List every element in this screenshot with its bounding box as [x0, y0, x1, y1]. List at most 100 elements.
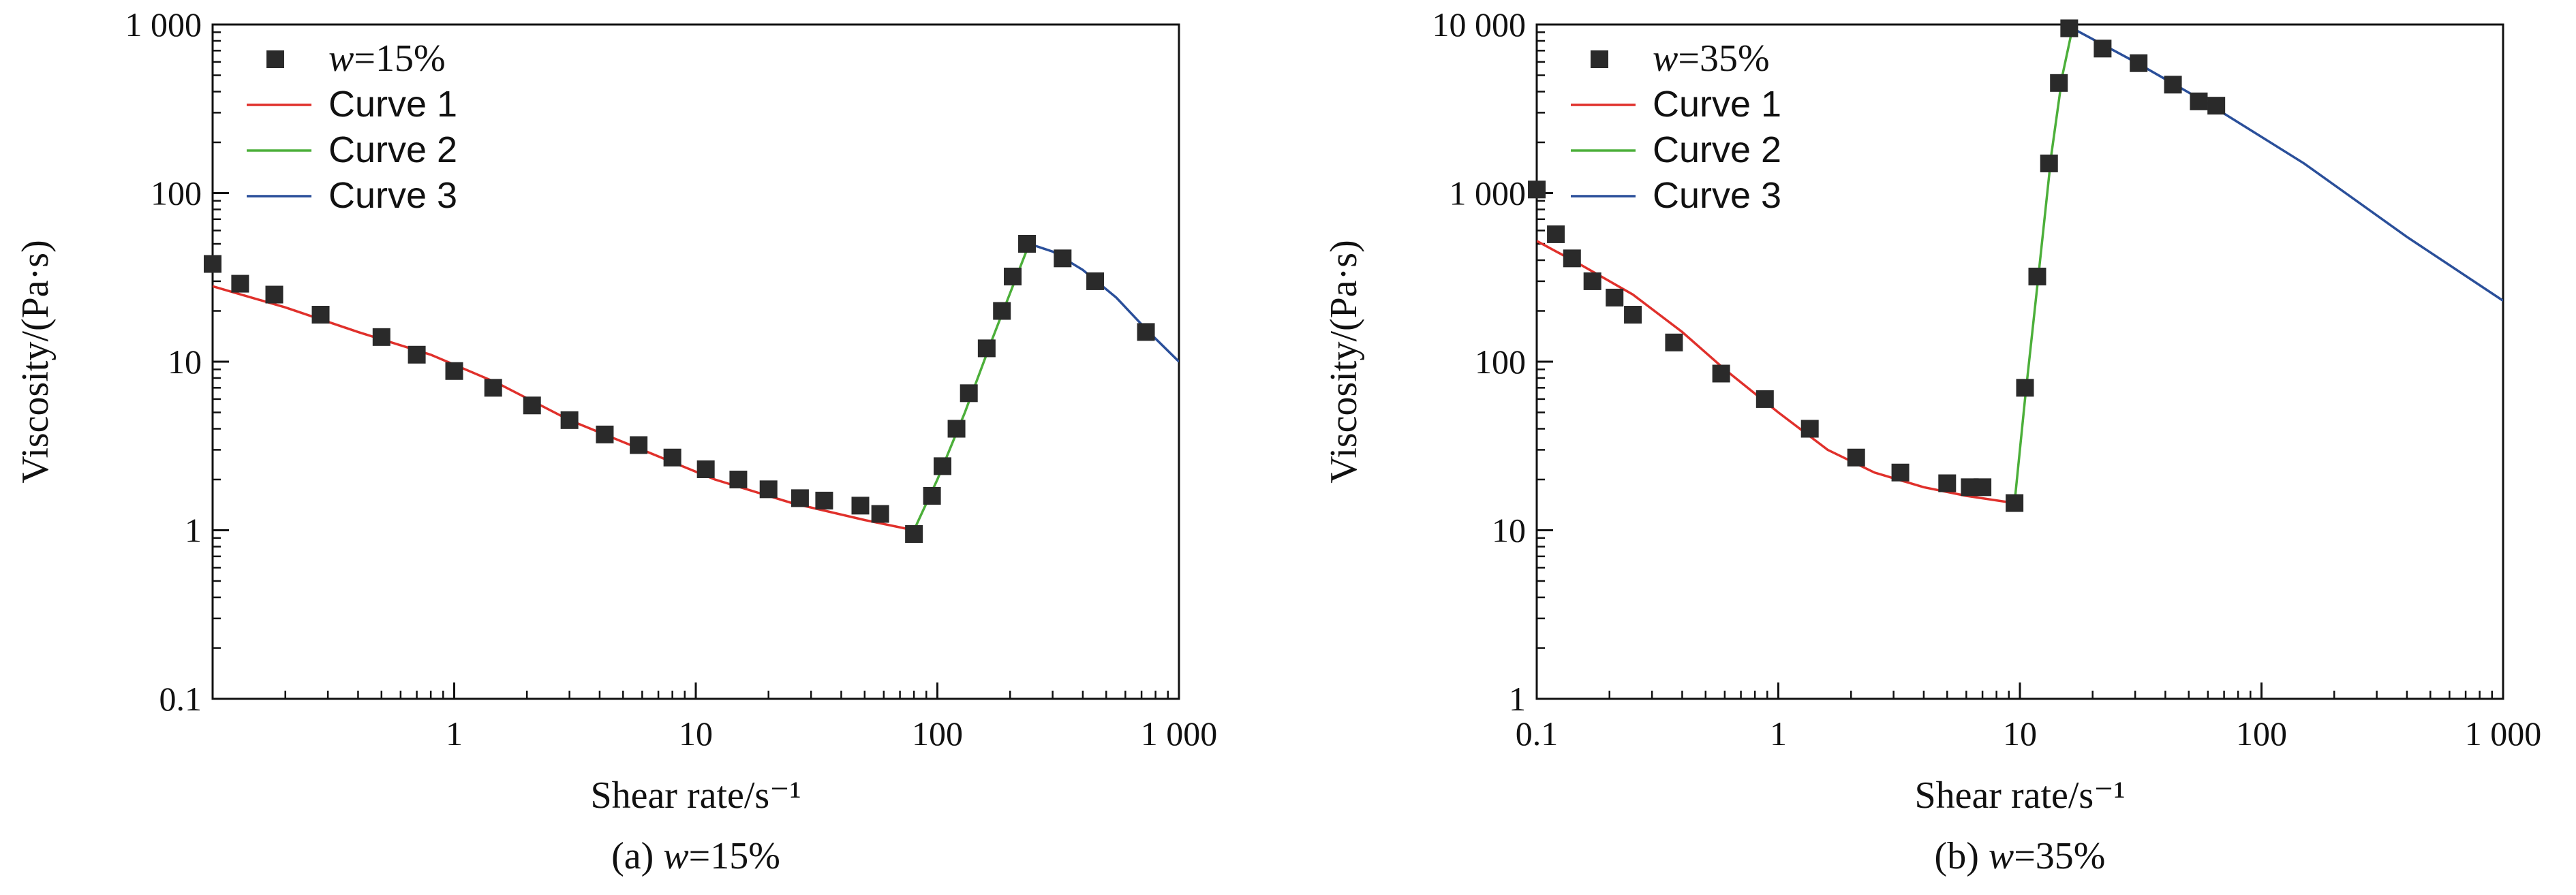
legend-var: w: [1653, 37, 1678, 80]
minor-ticks: [213, 31, 1169, 699]
data-point: [1800, 420, 1819, 438]
data-points: [204, 235, 1155, 544]
series-line-curve-3: [2072, 27, 2503, 302]
data-point: [977, 339, 996, 358]
data-point: [484, 379, 502, 397]
y-tick-label: 1 000: [1450, 174, 1527, 213]
x-tick-label: 1 000: [2465, 715, 2542, 753]
data-point: [2190, 92, 2208, 110]
data-point: [1547, 225, 1565, 243]
x-tick-label: 1: [446, 715, 463, 753]
legend-marker-square: [1591, 50, 1608, 68]
data-point: [560, 411, 579, 429]
data-point: [1847, 448, 1865, 467]
legend-label-curve-3: Curve 3: [1653, 175, 1781, 216]
data-point: [1528, 180, 1546, 199]
legend-label-curve-2: Curve 2: [328, 129, 457, 170]
data-point: [265, 285, 283, 304]
data-point: [871, 505, 889, 523]
data-point: [993, 302, 1011, 320]
data-point: [445, 362, 463, 380]
data-point: [1004, 267, 1022, 285]
data-point: [2207, 97, 2226, 115]
data-point: [1712, 364, 1730, 383]
y-tick-label: 0.1: [159, 680, 202, 718]
legend-label-curve-1: Curve 1: [328, 84, 457, 125]
data-point: [1583, 272, 1601, 290]
legend-var: w: [328, 37, 354, 80]
data-point: [1606, 288, 1624, 307]
caption-value: =35%: [2014, 835, 2105, 877]
minor-ticks: [1537, 31, 2494, 699]
data-point: [1563, 249, 1581, 268]
data-point: [947, 420, 966, 438]
y-axis-label: Viscosity/(Pa·s): [1323, 240, 1365, 484]
series-line-curve-1: [1537, 240, 2015, 505]
y-tick-label: 10: [168, 343, 202, 381]
x-tick-label: 1: [1770, 715, 1787, 753]
panel-caption: (a) w=15%: [611, 835, 780, 877]
x-tick-label: 10: [679, 715, 713, 753]
y-tick-label: 1 000: [125, 5, 202, 44]
data-point: [2164, 76, 2182, 94]
data-point: [1938, 474, 1957, 492]
x-tick-label: 10: [2003, 715, 2037, 753]
data-point: [2050, 74, 2068, 92]
data-point: [204, 255, 221, 273]
data-point: [523, 396, 541, 415]
data-point: [311, 306, 330, 324]
data-point: [372, 328, 390, 346]
data-point: [2130, 54, 2148, 72]
data-point: [934, 457, 952, 475]
data-point: [2060, 19, 2079, 37]
legend-marker-square: [266, 50, 284, 68]
data-point: [729, 470, 748, 488]
y-tick-label: 100: [1475, 343, 1526, 381]
x-tick-label: 1 000: [1141, 715, 1218, 753]
data-point: [851, 497, 870, 515]
series-line-curve-3: [1028, 242, 1179, 363]
caption-var: w: [1989, 835, 2014, 877]
data-point: [1137, 323, 1155, 341]
panel-caption: (b) w=35%: [1935, 835, 2106, 877]
data-point: [905, 525, 923, 544]
data-point: [1665, 333, 1683, 351]
data-point: [1624, 306, 1642, 324]
x-tick-label: 0.1: [1516, 715, 1559, 753]
legend-value: =15%: [354, 37, 445, 80]
data-points: [1528, 19, 2226, 512]
y-tick-label: 1: [1509, 680, 1526, 718]
data-point: [2028, 267, 2046, 285]
data-point: [596, 425, 614, 443]
legend-label-curve-1: Curve 1: [1653, 84, 1781, 125]
y-tick-label: 10: [1492, 512, 1526, 550]
plot-frame: [211, 23, 1180, 700]
legend-label-curve-3: Curve 3: [328, 175, 457, 216]
data-point: [815, 491, 833, 509]
x-axis-label: Shear rate/s⁻¹: [1914, 774, 2125, 817]
data-point: [408, 345, 426, 364]
data-point: [1974, 478, 1992, 497]
data-point: [791, 489, 809, 507]
data-point: [231, 274, 249, 293]
legend-value: =35%: [1678, 37, 1769, 80]
panel-a: 1 10 100 1 000 0.1 1 10 100 1 000 Shear rate/s⁻¹ V…: [14, 5, 1217, 877]
data-point: [2094, 40, 2112, 58]
y-tick-label: 10 000: [1432, 5, 1527, 44]
data-point: [759, 480, 778, 499]
data-point: [1054, 249, 1072, 268]
caption-var: w: [663, 835, 688, 877]
data-point: [1755, 390, 1774, 408]
data-point: [2006, 494, 2024, 512]
x-tick-label: 100: [2236, 715, 2287, 753]
data-point: [696, 460, 715, 478]
data-point: [2040, 154, 2058, 172]
legend-label-points: w=35%: [1653, 37, 1770, 80]
data-point: [923, 486, 941, 505]
y-tick-label: 100: [151, 174, 202, 213]
data-point: [1018, 235, 1037, 253]
data-point: [630, 436, 648, 454]
data-point: [1086, 272, 1105, 290]
x-tick-label: 100: [912, 715, 963, 753]
